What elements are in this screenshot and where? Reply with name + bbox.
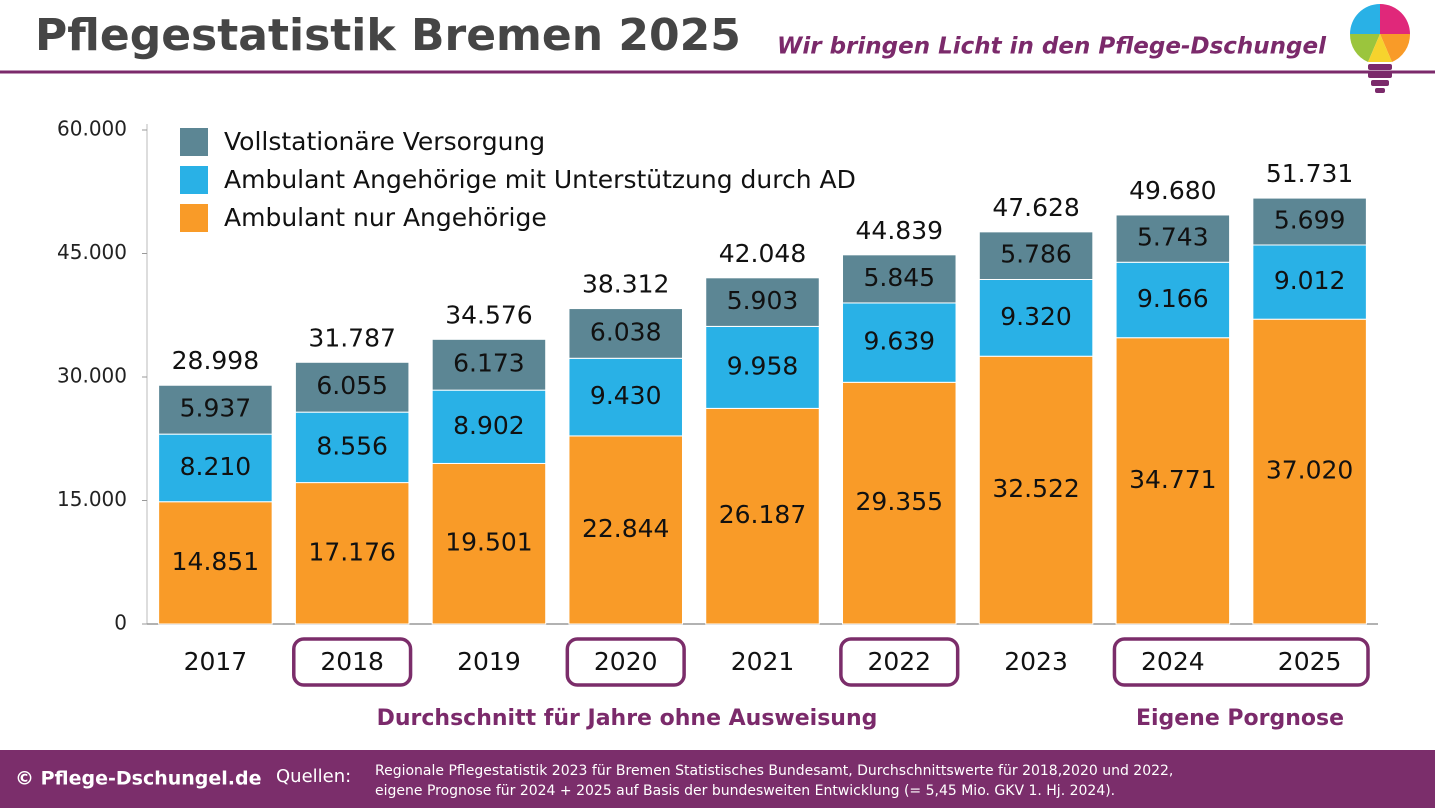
highlight-box [565, 637, 686, 687]
bar-segment [158, 384, 273, 435]
value-label: 6.038 [590, 317, 662, 346]
total-label: 28.998 [172, 346, 259, 375]
y-tick-label: 30.000 [57, 364, 127, 388]
total-label: 51.731 [1266, 159, 1353, 188]
value-label: 9.166 [1137, 284, 1209, 313]
total-label: 34.576 [445, 300, 532, 329]
value-label: 6.173 [453, 349, 525, 378]
x-tick-label: 2018 [320, 647, 384, 676]
bar-segment [1115, 337, 1231, 625]
x-tick-label: 2019 [457, 647, 521, 676]
highlight-box [1112, 637, 1370, 687]
x-tick-label: 2020 [594, 647, 658, 676]
value-label: 8.210 [180, 452, 252, 481]
total-label: 38.312 [582, 270, 669, 299]
footer-band [0, 750, 1435, 808]
footer-sources-label: Quellen: [276, 766, 351, 787]
bulb-icon [1349, 4, 1411, 93]
bar-segment [294, 361, 410, 413]
bar-segment [978, 355, 1094, 625]
value-label: 5.845 [863, 263, 935, 292]
legend-swatch [180, 204, 208, 232]
legend-swatch [180, 166, 208, 194]
x-tick-label: 2022 [867, 647, 931, 676]
value-label: 14.851 [172, 547, 259, 576]
value-label: 6.055 [316, 371, 388, 400]
value-label: 9.639 [863, 327, 935, 356]
total-label: 47.628 [992, 193, 1079, 222]
value-label: 5.699 [1274, 206, 1346, 235]
value-label: 32.522 [992, 474, 1079, 503]
x-tick-label: 2024 [1141, 647, 1205, 676]
value-label: 5.903 [727, 286, 799, 315]
bar-segment [568, 435, 683, 625]
total-label: 49.680 [1129, 176, 1216, 205]
bar-segment [705, 407, 820, 625]
bar-segment [1115, 261, 1231, 339]
value-label: 9.320 [1000, 302, 1072, 331]
legend-label: Vollstationäre Versorgung [224, 127, 545, 156]
bar-segment [842, 381, 957, 625]
legend-label: Ambulant nur Angehörige [224, 203, 547, 232]
value-label: 5.743 [1137, 223, 1209, 252]
bar-segment [978, 231, 1094, 281]
value-label: 9.012 [1274, 266, 1346, 295]
legend-swatch [180, 128, 208, 156]
footer-source: Regionale Pflegestatistik 2023 für Breme… [375, 763, 1173, 779]
value-label: 29.355 [856, 487, 943, 516]
value-label: 17.176 [308, 537, 395, 566]
x-tick-label: 2017 [184, 647, 248, 676]
value-label: 37.020 [1266, 456, 1353, 485]
y-tick-label: 45.000 [57, 240, 127, 264]
total-label: 31.787 [308, 323, 395, 352]
value-label: 9.430 [590, 381, 662, 410]
value-label: 5.786 [1000, 240, 1072, 269]
y-tick-label: 0 [114, 611, 127, 635]
bar-segment [568, 357, 683, 437]
value-label: 8.556 [316, 431, 388, 460]
bar-segment [705, 277, 820, 327]
value-label: 5.937 [180, 394, 252, 423]
bar-segment [568, 308, 683, 359]
bar-segment [1252, 318, 1367, 625]
x-tick-label: 2025 [1278, 647, 1342, 676]
bar-segment [294, 482, 410, 625]
y-tick-label: 15.000 [57, 487, 127, 511]
bar-segment [705, 325, 820, 409]
title: Pflegestatistik Bremen 2025 [35, 10, 741, 61]
bar-segment [978, 279, 1094, 357]
legend-label: Ambulant Angehörige mit Unterstützung du… [224, 165, 856, 194]
highlight-box [292, 637, 413, 687]
total-label: 44.839 [856, 216, 943, 245]
total-label: 42.048 [719, 239, 806, 268]
x-tick-label: 2021 [731, 647, 795, 676]
slogan: Wir bringen Licht in den Pflege-Dschunge… [777, 34, 1327, 60]
annotation: Eigene Porgnose [1136, 706, 1344, 731]
value-label: 19.501 [445, 528, 532, 557]
highlight-box [839, 637, 960, 687]
bar-segment [294, 411, 410, 484]
value-label: 26.187 [719, 500, 806, 529]
bar-segment [1252, 197, 1367, 246]
bar-segment [842, 302, 957, 383]
value-label: 9.958 [727, 351, 799, 380]
value-label: 34.771 [1129, 465, 1216, 494]
annotation: Durchschnitt für Jahre ohne Ausweisung [377, 706, 878, 731]
y-tick-label: 60.000 [57, 117, 127, 141]
bar-segment [1252, 244, 1367, 320]
bar-segment [431, 462, 547, 625]
value-label: 22.844 [582, 514, 669, 543]
footer-source: eigene Prognose für 2024 + 2025 auf Basi… [375, 783, 1115, 799]
bar-segment [1115, 214, 1231, 263]
value-label: 8.902 [453, 411, 525, 440]
x-tick-label: 2023 [1004, 647, 1068, 676]
footer-brand: © Pflege-Dschungel.de [15, 768, 262, 790]
bar-segment [431, 338, 547, 391]
bar-segment [842, 254, 957, 304]
bar-segment [158, 501, 273, 625]
